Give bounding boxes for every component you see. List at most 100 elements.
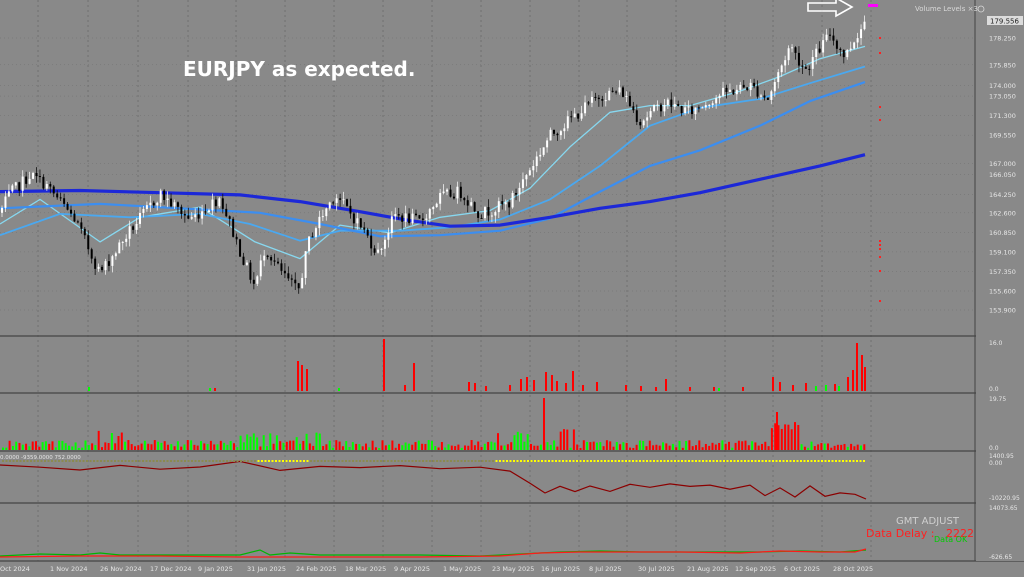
volume-bar [678,440,681,450]
oscillator-dot [135,460,137,462]
oscillator-dot [772,460,774,462]
volume-bar [546,442,549,450]
oscillator-dot [138,460,141,462]
oscillator-dot [163,460,165,462]
volume-bar [825,385,827,391]
candle-body [7,191,10,197]
oscillator-dot [44,460,46,462]
volume-bar [770,428,773,450]
volume-bar [827,443,829,450]
candle-body [190,217,193,219]
volume-bar [183,444,186,450]
candle-body [45,184,48,189]
volume-bar [662,442,664,450]
volume-bar [127,440,130,450]
volume-axis-label: 16.0 [989,340,1003,347]
volume-bar [513,435,516,450]
candle-body [435,203,438,208]
volume-bar [275,435,278,450]
osc-axis-label: 1400.95 [989,453,1014,460]
oscillator-dot [520,460,522,462]
oscillator-dot [471,460,473,462]
candle-body [377,249,380,253]
y-tick-label: 162.600 [989,209,1016,217]
candle-body [83,228,86,236]
oscillator-dot [796,460,799,462]
candle-body [235,236,238,240]
oscillator-dot [761,460,764,462]
candle-body [245,262,248,265]
candle-body [280,263,283,271]
candle-body [256,276,259,284]
candle-body [173,202,176,207]
volume-bar [467,445,470,450]
volume-bar [84,440,87,450]
oscillator-dot [352,460,354,462]
candle-body [822,40,825,53]
volume-bar [401,445,404,450]
oscillator-dot [555,460,557,462]
osc-axis-label: -10220.95 [989,495,1020,502]
volume-bar [713,387,715,391]
volume-bar [688,440,691,450]
oscillator-dot [635,460,638,462]
oscillator-dot [418,460,421,462]
candle-body [211,199,214,211]
oscillator-dot [831,460,834,462]
candle-body [452,196,455,199]
volume-bar [658,445,661,450]
volume-bar [302,440,305,450]
candle-body [14,182,17,186]
oscillator-dot [156,460,158,462]
candle-body [318,216,321,229]
oscillator-dot [586,460,589,462]
oscillator-dot [859,460,862,462]
volume-bar [776,412,778,450]
oscillator-dot [425,460,428,462]
candle-body [742,84,745,88]
oscillator-dot [383,460,386,462]
oscillator-dot [159,460,162,462]
volume-bar [262,435,265,450]
volume-bar [596,382,598,391]
moving-average-slow [0,81,866,238]
oscillator-dot [467,460,470,462]
settings-icon[interactable] [977,5,985,13]
oscillator-dot [614,460,617,462]
candle-body [780,65,783,73]
oscillator-dot [733,460,736,462]
indicator-label: Volume Levels ×3 [915,5,978,13]
candle-body [694,107,697,115]
candle-body [218,198,221,207]
volume-bar [850,443,853,450]
candle-body [152,202,155,206]
oscillator-dot [30,460,32,462]
candle-body [539,154,542,157]
volume-bar [718,388,720,391]
oscillator-dot [282,460,284,462]
oscillator-dot [310,460,312,462]
candle-body [49,184,52,187]
candle-body [570,116,573,118]
volume-bar [176,441,179,450]
volume-bar [497,433,499,450]
oscillator-dot [817,460,820,462]
candle-body [622,87,624,97]
volume-bar [206,444,209,450]
volume-bar [474,383,476,391]
volume-bar [450,445,453,450]
candle-body [176,202,179,207]
candle-body [777,72,780,83]
candle-body [501,201,504,205]
candle-body [832,35,835,41]
volume-bar [5,447,8,450]
oscillator-dot [285,460,288,462]
volume-bar [335,440,338,450]
candle-body [128,226,131,239]
volume-bar [510,442,513,450]
oscillator-dot [852,460,855,462]
oscillator-dot [313,460,316,462]
volume-bar [483,443,486,450]
oscillator-dot [782,460,785,462]
